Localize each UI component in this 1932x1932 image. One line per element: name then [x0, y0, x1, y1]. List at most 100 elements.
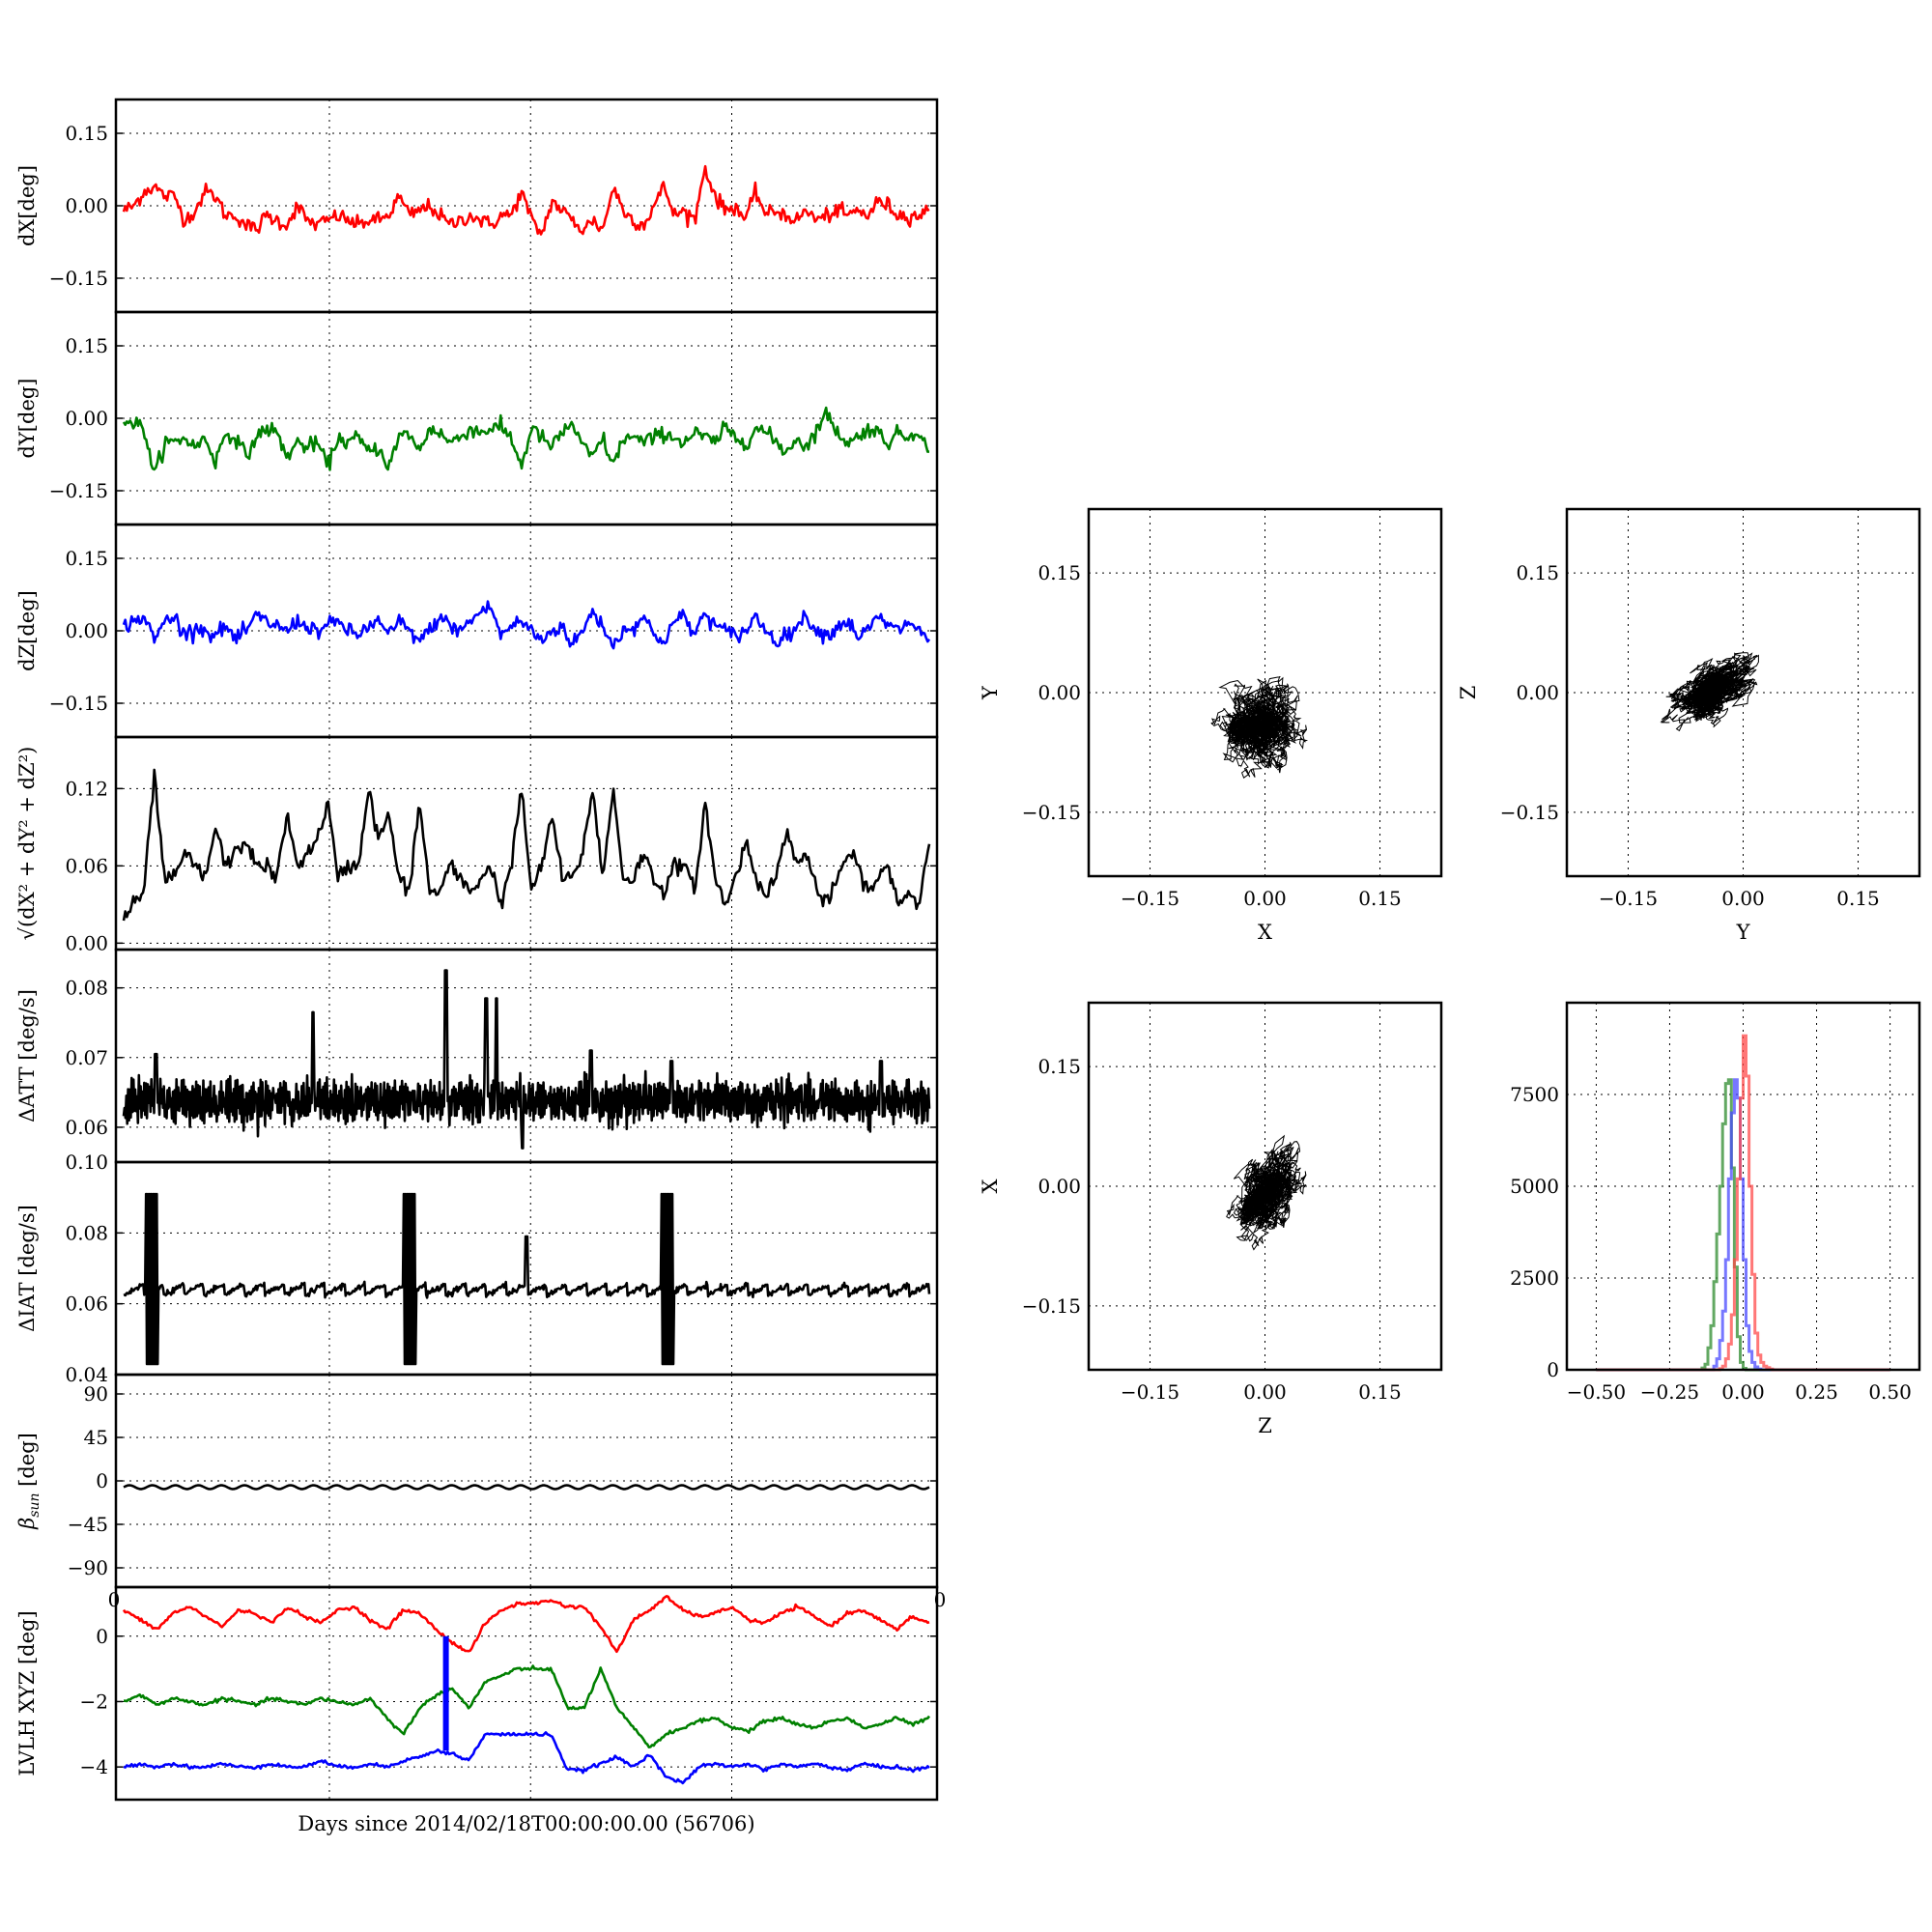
ytick-label: 0.00 [65, 931, 108, 954]
ytick-label: 0.00 [1037, 1175, 1081, 1198]
panel-yz: −0.15 −0.15 0.00 0.00 0.15 0.15 Y Z [1457, 507, 1921, 944]
ytick-label: −0.15 [1022, 801, 1081, 824]
ytick-label: −0.15 [49, 692, 108, 715]
ylabel: √(dX² + dY² + dZ²) [15, 747, 39, 941]
panel-frame [1087, 507, 1443, 878]
xlabel: Z [1258, 1414, 1272, 1437]
panel-xy: −0.15 −0.15 0.00 0.00 0.15 0.15 X Y [979, 507, 1443, 944]
ylabel: dX[deg] [15, 165, 39, 246]
panel-frame [114, 1160, 939, 1377]
ytick-label: 0 [96, 1469, 108, 1492]
ytick-label: −2 [80, 1690, 108, 1713]
xtick-label: 0 [108, 1588, 121, 1611]
ytick-label: −0.15 [49, 479, 108, 502]
panel-diat: 0.04 0.06 0.08 0.10 ΔIAT [deg/s] [15, 1151, 939, 1386]
ytick-label: 7500 [1510, 1083, 1559, 1106]
ytick-label: 0.15 [1516, 561, 1559, 584]
ylabel: LVLH XYZ [deg] [15, 1610, 39, 1776]
xtick-label: −0.15 [1599, 887, 1658, 910]
panel-dy: −0.15 0.00 0.15 dY[deg] [15, 310, 939, 526]
ytick-label: 0.00 [1037, 681, 1081, 704]
xlabel: Y [1736, 921, 1751, 944]
xtick-label: 0.15 [1358, 887, 1402, 910]
ytick-label: 0.06 [65, 854, 108, 877]
ytick-label: 0.00 [65, 194, 108, 217]
ylabel: ΔATT [deg/s] [15, 989, 39, 1122]
series-datt-0 [122, 969, 931, 1150]
ylabel: ΔIAT [deg/s] [15, 1205, 39, 1332]
ylabel: dZ[deg] [15, 590, 39, 671]
xtick-label: 0.50 [1868, 1380, 1912, 1404]
panel-frame [1087, 1001, 1443, 1372]
xtick-label: 0 [934, 1588, 947, 1611]
ytick-label: 2500 [1510, 1266, 1559, 1290]
scatter-trace [1210, 676, 1309, 779]
series-dy-0 [122, 406, 929, 471]
ytick-label: 0 [1547, 1358, 1559, 1381]
panel-frame [1565, 507, 1921, 878]
ytick-label: 0.04 [65, 1363, 108, 1386]
xtick-label: 0.00 [1243, 887, 1287, 910]
ytick-label: 45 [84, 1426, 108, 1449]
xtick-label: 0.00 [1721, 887, 1765, 910]
panel-datt: 0.06 0.07 0.08 ΔATT [deg/s] [15, 948, 939, 1164]
panel-dz: −0.15 0.00 0.15 dZ[deg] [15, 523, 939, 739]
ytick-label: 0.08 [65, 1221, 108, 1244]
ytick-label: 0.06 [65, 1116, 108, 1139]
ytick-label: 0.06 [65, 1293, 108, 1316]
ytick-label: 90 [84, 1382, 108, 1406]
ylabel: Y [979, 685, 1002, 700]
xtick-label: 0.00 [1721, 1380, 1765, 1404]
ytick-label: −0.15 [1022, 1294, 1081, 1318]
panel-dx: −0.15 0.00 0.15 dX[deg] [15, 98, 939, 314]
ytick-label: −0.15 [49, 267, 108, 290]
ytick-label: 0.15 [65, 334, 108, 357]
series-dz-0 [122, 600, 931, 650]
ytick-label: 0 [96, 1625, 108, 1648]
ytick-label: −0.15 [1500, 801, 1559, 824]
xlabel: X [1258, 921, 1272, 944]
xtick-label: −0.15 [1121, 1380, 1179, 1404]
panel-hist: −0.50 −0.25 0.00 0.25 0.50 0 2500 5000 7500 [1510, 1001, 1921, 1404]
panel-frame [114, 948, 939, 1164]
ytick-label: 0.00 [65, 407, 108, 430]
xtick-label: −0.25 [1640, 1380, 1699, 1404]
series-total-0 [122, 768, 931, 922]
x-axis-label: Days since 2014/02/18T00:00:00.00 (56706… [298, 1812, 754, 1835]
ylabel: dY[deg] [15, 378, 39, 458]
series-lvlh-1 [124, 1664, 931, 1748]
ytick-label: 0.12 [65, 777, 108, 800]
scatter-trace [1226, 1134, 1307, 1251]
panel-frame [1565, 1001, 1921, 1372]
scatter-trace [1660, 652, 1759, 732]
xtick-label: 0.15 [1836, 887, 1880, 910]
xtick-label: −0.15 [1121, 887, 1179, 910]
panel-zx: −0.15 −0.15 0.00 0.00 0.15 0.15 Z X [979, 1001, 1443, 1437]
panel-beta: −90 −45 0 45 90 βsun [deg] [15, 1373, 939, 1589]
panel-frame [114, 1585, 939, 1802]
ylabel: βsun [deg] [15, 1433, 43, 1530]
ytick-label: 0.07 [65, 1046, 108, 1069]
ytick-label: 0.15 [1037, 561, 1081, 584]
ytick-label: 0.00 [1516, 681, 1559, 704]
ytick-label: −45 [68, 1513, 108, 1536]
series-diat-0 [123, 1192, 931, 1366]
series-dx-0 [122, 164, 930, 236]
xtick-label: 0.15 [1358, 1380, 1402, 1404]
ytick-label: 0.15 [65, 547, 108, 570]
ytick-label: −90 [68, 1556, 108, 1579]
ytick-label: 0.15 [65, 122, 108, 145]
xtick-label: 0.25 [1795, 1380, 1838, 1404]
xtick-label: −0.50 [1567, 1380, 1626, 1404]
hist-series-1 [1596, 1078, 1890, 1372]
series-beta-0 [123, 1484, 930, 1491]
panel-total: 0.00 0.06 0.12 √(dX² + dY² + dZ²) [15, 735, 939, 954]
ytick-label: 0.00 [65, 619, 108, 642]
xtick-label: 0.00 [1243, 1380, 1287, 1404]
ylabel: Z [1457, 686, 1480, 700]
ytick-label: 0.10 [65, 1151, 108, 1174]
ytick-label: 5000 [1510, 1175, 1559, 1198]
ytick-label: −4 [80, 1755, 108, 1778]
